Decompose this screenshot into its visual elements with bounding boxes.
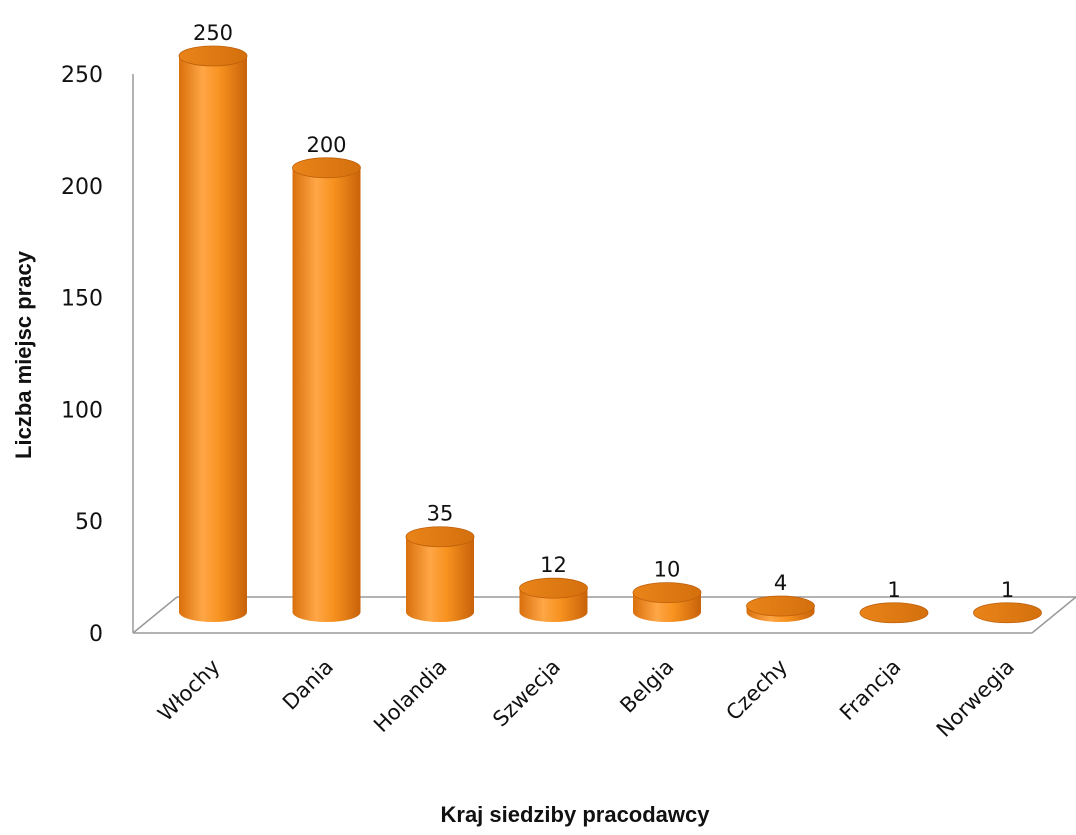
bar-cap — [292, 157, 361, 179]
category-label: Czechy — [721, 655, 792, 726]
bars — [178, 45, 1042, 624]
y-axis-title: Liczba miejsc pracy — [11, 250, 36, 459]
bar-cap — [746, 595, 815, 617]
bar — [178, 45, 248, 622]
y-axis-ticks: 0 50 100 150 200 250 — [61, 63, 103, 647]
bar — [746, 595, 815, 622]
bar — [519, 577, 588, 622]
y-tick-label: 50 — [75, 510, 103, 535]
data-label: 4 — [774, 571, 787, 595]
y-tick-label: 100 — [61, 398, 103, 423]
bar — [292, 157, 361, 623]
category-label: Szwecja — [488, 655, 565, 732]
bar-cap — [405, 526, 475, 548]
data-label: 1 — [887, 578, 900, 602]
bar — [973, 602, 1042, 624]
bar-body — [292, 167, 361, 623]
category-label: Francja — [835, 655, 905, 725]
bar-cap — [973, 602, 1042, 624]
bar — [632, 582, 702, 622]
bar-cap — [859, 602, 929, 624]
data-label: 250 — [193, 21, 233, 45]
category-label: Holandia — [369, 655, 452, 738]
bar-body — [179, 56, 247, 622]
category-label: Norwegia — [932, 655, 1019, 742]
x-axis-title: Kraj siedziby pracodawcy — [441, 802, 711, 827]
y-tick-label: 250 — [61, 63, 103, 88]
y-tick-label: 0 — [89, 622, 103, 647]
bar-cap — [632, 582, 702, 604]
category-labels: Włochy Dania Holandia Szwecja Belgia Czechy Fr… — [153, 655, 1019, 742]
data-label: 35 — [427, 502, 454, 526]
bar — [859, 602, 929, 624]
data-labels: 250 200 35 12 10 4 1 1 — [193, 21, 1014, 602]
bar — [405, 526, 475, 622]
category-label: Belgia — [615, 655, 678, 718]
bar-body — [406, 536, 474, 622]
axes-frame — [132, 74, 1076, 634]
y-tick-label: 200 — [61, 175, 103, 200]
data-label: 12 — [540, 553, 567, 577]
data-label: 10 — [654, 558, 681, 582]
y-tick-label: 150 — [61, 287, 103, 312]
category-label: Dania — [278, 655, 338, 715]
category-label: Włochy — [153, 655, 224, 726]
bar-cap — [178, 45, 248, 67]
data-label: 1 — [1001, 578, 1014, 602]
bar-cap — [519, 577, 588, 599]
data-label: 200 — [306, 133, 346, 157]
